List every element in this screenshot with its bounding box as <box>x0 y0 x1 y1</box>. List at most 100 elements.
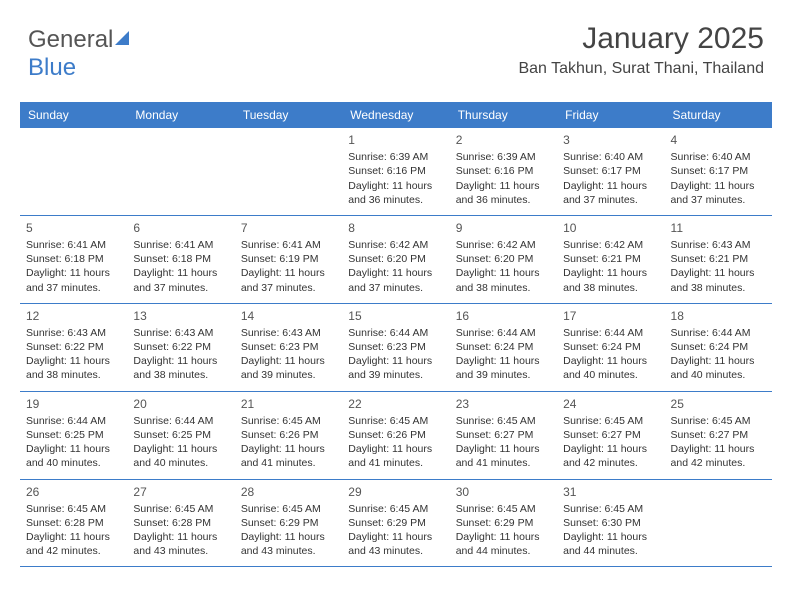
day-number: 13 <box>133 308 228 324</box>
day-detail: Sunrise: 6:45 AMSunset: 6:27 PMDaylight:… <box>563 414 658 471</box>
empty-cell <box>235 128 342 215</box>
day-number: 14 <box>241 308 336 324</box>
day-number: 31 <box>563 484 658 500</box>
weekday-header: Saturday <box>665 102 772 128</box>
location-subtitle: Ban Takhun, Surat Thani, Thailand <box>518 60 764 78</box>
day-number: 9 <box>456 220 551 236</box>
day-cell: 16Sunrise: 6:44 AMSunset: 6:24 PMDayligh… <box>450 304 557 391</box>
day-number: 21 <box>241 396 336 412</box>
weekday-header-row: SundayMondayTuesdayWednesdayThursdayFrid… <box>20 102 772 128</box>
day-number: 29 <box>348 484 443 500</box>
day-number: 10 <box>563 220 658 236</box>
brand-logo: General Blue <box>28 26 129 82</box>
day-number: 20 <box>133 396 228 412</box>
day-cell: 5Sunrise: 6:41 AMSunset: 6:18 PMDaylight… <box>20 216 127 303</box>
day-number: 6 <box>133 220 228 236</box>
day-number: 2 <box>456 132 551 148</box>
day-detail: Sunrise: 6:40 AMSunset: 6:17 PMDaylight:… <box>563 150 658 207</box>
day-number: 27 <box>133 484 228 500</box>
day-detail: Sunrise: 6:45 AMSunset: 6:27 PMDaylight:… <box>456 414 551 471</box>
day-number: 22 <box>348 396 443 412</box>
day-detail: Sunrise: 6:43 AMSunset: 6:23 PMDaylight:… <box>241 326 336 383</box>
day-cell: 6 Sunrise: 6:41 AMSunset: 6:18 PMDaylight… <box>127 216 234 303</box>
day-cell: 9 Sunrise: 6:42 AMSunset: 6:20 PMDaylight… <box>450 216 557 303</box>
day-cell: 12 Sunrise: 6:43 AMSunset: 6:22 PMDayligh… <box>20 304 127 391</box>
day-cell: 4 Sunrise: 6:40 AMSunset: 6:17 PMDaylight… <box>665 128 772 215</box>
day-detail: Sunrise: 6:43 AMSunset: 6:22 PMDaylight:… <box>26 326 121 383</box>
day-cell: 28 Sunrise: 6:45 AMSunset: 6:29 PMDayligh… <box>235 480 342 567</box>
title-block: January 2025 Ban Takhun, Surat Thani, Th… <box>518 22 764 78</box>
weekday-header: Thursday <box>450 102 557 128</box>
day-number: 3 <box>563 132 658 148</box>
day-detail: Sunrise: 6:42 AMSunset: 6:20 PMDaylight:… <box>348 238 443 295</box>
day-number: 17 <box>563 308 658 324</box>
day-number: 12 <box>26 308 121 324</box>
day-detail: Sunrise: 6:45 AMSunset: 6:28 PMDaylight:… <box>26 502 121 559</box>
week-row: 19Sunrise: 6:44 AMSunset: 6:25 PMDayligh… <box>20 392 772 480</box>
day-number: 18 <box>671 308 766 324</box>
day-cell: 8 Sunrise: 6:42 AMSunset: 6:20 PMDaylight… <box>342 216 449 303</box>
week-row: 1Sunrise: 6:39 AMSunset: 6:16 PMDaylight… <box>20 128 772 216</box>
day-detail: Sunrise: 6:44 AMSunset: 6:25 PMDaylight:… <box>26 414 121 471</box>
weekday-header: Tuesday <box>235 102 342 128</box>
day-detail: Sunrise: 6:45 AMSunset: 6:29 PMDaylight:… <box>348 502 443 559</box>
day-number: 8 <box>348 220 443 236</box>
day-detail: Sunrise: 6:43 AMSunset: 6:22 PMDaylight:… <box>133 326 228 383</box>
empty-cell <box>20 128 127 215</box>
day-number: 30 <box>456 484 551 500</box>
day-detail: Sunrise: 6:40 AMSunset: 6:17 PMDaylight:… <box>671 150 766 207</box>
weekday-header: Wednesday <box>342 102 449 128</box>
day-detail: Sunrise: 6:44 AMSunset: 6:23 PMDaylight:… <box>348 326 443 383</box>
weekday-header: Sunday <box>20 102 127 128</box>
day-cell: 21 Sunrise: 6:45 AMSunset: 6:26 PMDayligh… <box>235 392 342 479</box>
day-cell: 31 Sunrise: 6:45 AMSunset: 6:30 PMDayligh… <box>557 480 664 567</box>
day-number: 5 <box>26 220 121 236</box>
day-detail: Sunrise: 6:44 AMSunset: 6:24 PMDaylight:… <box>671 326 766 383</box>
day-number: 4 <box>671 132 766 148</box>
page-title: January 2025 <box>518 22 764 56</box>
day-detail: Sunrise: 6:44 AMSunset: 6:24 PMDaylight:… <box>563 326 658 383</box>
day-detail: Sunrise: 6:45 AMSunset: 6:26 PMDaylight:… <box>348 414 443 471</box>
day-cell: 7Sunrise: 6:41 AMSunset: 6:19 PMDaylight… <box>235 216 342 303</box>
day-cell: 25Sunrise: 6:45 AMSunset: 6:27 PMDayligh… <box>665 392 772 479</box>
day-number: 23 <box>456 396 551 412</box>
day-detail: Sunrise: 6:45 AMSunset: 6:29 PMDaylight:… <box>241 502 336 559</box>
day-detail: Sunrise: 6:41 AMSunset: 6:18 PMDaylight:… <box>133 238 228 295</box>
day-cell: 29 Sunrise: 6:45 AMSunset: 6:29 PMDayligh… <box>342 480 449 567</box>
day-cell: 30Sunrise: 6:45 AMSunset: 6:29 PMDayligh… <box>450 480 557 567</box>
weekday-header: Friday <box>557 102 664 128</box>
brand-triangle-icon <box>115 31 129 45</box>
day-cell: 11Sunrise: 6:43 AMSunset: 6:21 PMDayligh… <box>665 216 772 303</box>
week-row: 26 Sunrise: 6:45 AMSunset: 6:28 PMDayligh… <box>20 480 772 568</box>
brand-word2: Blue <box>28 54 76 81</box>
day-cell: 10 Sunrise: 6:42 AMSunset: 6:21 PMDayligh… <box>557 216 664 303</box>
day-cell: 22 Sunrise: 6:45 AMSunset: 6:26 PMDayligh… <box>342 392 449 479</box>
day-cell: 3 Sunrise: 6:40 AMSunset: 6:17 PMDaylight… <box>557 128 664 215</box>
weeks-container: 1Sunrise: 6:39 AMSunset: 6:16 PMDaylight… <box>20 128 772 567</box>
day-detail: Sunrise: 6:44 AMSunset: 6:24 PMDaylight:… <box>456 326 551 383</box>
weekday-header: Monday <box>127 102 234 128</box>
day-cell: 26 Sunrise: 6:45 AMSunset: 6:28 PMDayligh… <box>20 480 127 567</box>
day-detail: Sunrise: 6:42 AMSunset: 6:20 PMDaylight:… <box>456 238 551 295</box>
day-detail: Sunrise: 6:45 AMSunset: 6:26 PMDaylight:… <box>241 414 336 471</box>
day-number: 28 <box>241 484 336 500</box>
day-cell: 27 Sunrise: 6:45 AMSunset: 6:28 PMDayligh… <box>127 480 234 567</box>
day-cell: 15 Sunrise: 6:44 AMSunset: 6:23 PMDayligh… <box>342 304 449 391</box>
day-cell: 1Sunrise: 6:39 AMSunset: 6:16 PMDaylight… <box>342 128 449 215</box>
day-detail: Sunrise: 6:45 AMSunset: 6:30 PMDaylight:… <box>563 502 658 559</box>
day-cell: 14 Sunrise: 6:43 AMSunset: 6:23 PMDayligh… <box>235 304 342 391</box>
day-cell: 17 Sunrise: 6:44 AMSunset: 6:24 PMDayligh… <box>557 304 664 391</box>
day-number: 15 <box>348 308 443 324</box>
calendar-grid: SundayMondayTuesdayWednesdayThursdayFrid… <box>20 102 772 567</box>
day-detail: Sunrise: 6:44 AMSunset: 6:25 PMDaylight:… <box>133 414 228 471</box>
day-number: 26 <box>26 484 121 500</box>
day-detail: Sunrise: 6:39 AMSunset: 6:16 PMDaylight:… <box>456 150 551 207</box>
day-cell: 2 Sunrise: 6:39 AMSunset: 6:16 PMDaylight… <box>450 128 557 215</box>
week-row: 12 Sunrise: 6:43 AMSunset: 6:22 PMDayligh… <box>20 304 772 392</box>
day-cell: 20 Sunrise: 6:44 AMSunset: 6:25 PMDayligh… <box>127 392 234 479</box>
week-row: 5 Sunrise: 6:41 AMSunset: 6:18 PMDaylight… <box>20 216 772 304</box>
brand-word1: General <box>28 26 113 53</box>
day-detail: Sunrise: 6:45 AMSunset: 6:28 PMDaylight:… <box>133 502 228 559</box>
day-detail: Sunrise: 6:42 AMSunset: 6:21 PMDaylight:… <box>563 238 658 295</box>
day-detail: Sunrise: 6:41 AMSunset: 6:19 PMDaylight:… <box>241 238 336 295</box>
